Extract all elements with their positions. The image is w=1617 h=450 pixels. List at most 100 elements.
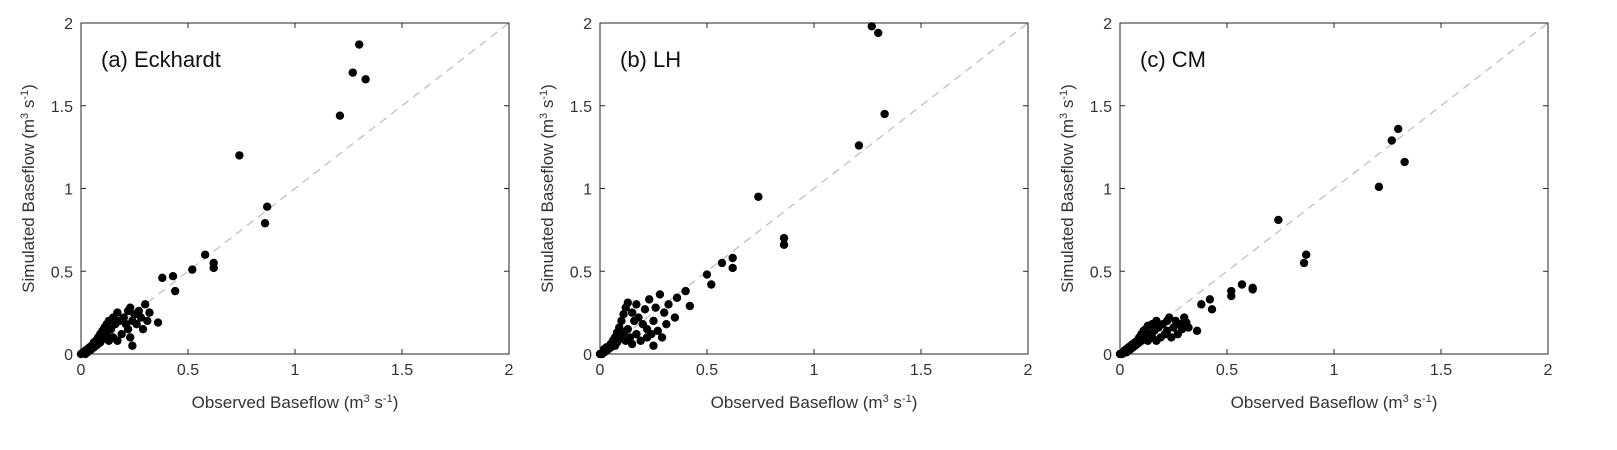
data-point: [1248, 285, 1257, 294]
data-point: [670, 313, 680, 322]
y-tick-label: 1: [583, 182, 592, 199]
y-axis-label: Simulated Baseflow (m3 s-1): [19, 84, 38, 293]
data-point: [681, 286, 690, 296]
data-point: [662, 320, 671, 329]
data-point: [136, 313, 146, 322]
data-point: [672, 293, 682, 302]
y-tick-label: 1.5: [51, 99, 73, 116]
data-point: [123, 324, 133, 334]
x-tick-label: 2: [505, 362, 514, 379]
y-tick-label: 0: [1103, 347, 1112, 364]
data-point: [361, 75, 370, 84]
data-point: [170, 286, 180, 296]
data-point: [619, 310, 628, 319]
data-point: [636, 336, 645, 345]
data-point: [1394, 124, 1403, 134]
data-point: [126, 303, 135, 312]
panel-label: (b) LH: [620, 47, 681, 72]
data-point: [627, 308, 637, 317]
panel-c: 0 0.5 1 1.5 2 0 0.5 1 1.5 2 Observed Baseflow (m3 …: [1058, 16, 1553, 412]
x-tick-label: 0.5: [1216, 362, 1238, 379]
data-point: [660, 308, 669, 317]
y-tick-label: 0: [583, 347, 592, 364]
data-point: [141, 300, 150, 309]
data-point: [1197, 300, 1206, 309]
data-point: [717, 258, 727, 268]
data-point: [779, 233, 789, 243]
data-point: [1237, 280, 1247, 289]
data-point: [1167, 333, 1176, 342]
y-tick-label: 2: [1103, 16, 1112, 33]
data-point: [651, 303, 660, 312]
data-point: [113, 308, 122, 317]
data-point: [625, 333, 635, 342]
x-tick-label: 2: [1024, 362, 1033, 379]
data-point: [1184, 323, 1193, 332]
one-to-one-line: [80, 22, 510, 355]
data-point: [1177, 324, 1187, 334]
data-point: [1227, 291, 1236, 301]
y-tick-label: 0: [64, 347, 73, 364]
x-tick-label: 0: [596, 362, 605, 379]
data-point: [1207, 305, 1217, 314]
data-point: [685, 301, 695, 311]
y-tick-label: 1.5: [570, 99, 592, 116]
data-point: [260, 219, 270, 228]
data-point: [126, 333, 135, 342]
data-point: [209, 263, 218, 273]
data-point: [664, 300, 673, 309]
x-tick-label: 1: [1330, 362, 1339, 379]
data-point: [623, 298, 633, 307]
y-tick-label: 1: [64, 182, 73, 199]
data-point: [647, 329, 656, 339]
data-point: [1274, 215, 1283, 225]
data-point: [355, 40, 364, 49]
data-point: [655, 290, 665, 299]
data-point: [702, 270, 712, 279]
data-point: [854, 141, 864, 150]
y-axis-label: Simulated Baseflow (m3 s-1): [1058, 84, 1077, 293]
data-point: [779, 240, 789, 249]
data-point: [623, 324, 633, 334]
data-point: [168, 272, 178, 281]
data-point: [1192, 326, 1202, 336]
data-point: [657, 333, 667, 342]
data-point: [634, 313, 643, 322]
x-tick-label: 1: [291, 362, 300, 379]
x-axis-label: Observed Baseflow (m3 s-1): [711, 393, 918, 412]
y-tick-label: 1: [1103, 182, 1112, 199]
data-point: [1162, 326, 1172, 336]
data-point: [138, 324, 148, 334]
data-point: [348, 68, 357, 77]
y-tick-label: 2: [583, 16, 592, 33]
data-point: [119, 313, 128, 322]
panel-label: (a) Eckhardt: [101, 47, 221, 72]
data-point: [867, 22, 876, 31]
data-point: [754, 192, 763, 201]
data-point: [335, 111, 345, 120]
one-to-one-line: [599, 22, 1029, 355]
x-tick-label: 0: [1116, 362, 1125, 379]
data-point: [1387, 136, 1396, 145]
data-point: [627, 339, 637, 349]
y-tick-label: 1.5: [1090, 99, 1112, 116]
y-tick-label: 0.5: [51, 264, 73, 281]
panel-b: 0 0.5 1 1.5 2 0 0.5 1 1.5 2 Observed Baseflow (m3 …: [538, 16, 1033, 412]
data-point: [880, 109, 889, 119]
x-axis-label: Observed Baseflow (m3 s-1): [1231, 393, 1438, 412]
data-point: [1400, 157, 1409, 167]
data-point: [874, 28, 883, 38]
data-point: [1169, 323, 1178, 332]
y-tick-label: 0.5: [1090, 264, 1112, 281]
data-point: [617, 316, 626, 326]
data-point: [235, 151, 244, 160]
data-point: [1301, 250, 1311, 259]
data-point: [649, 341, 658, 350]
data-point: [132, 320, 141, 329]
data-point: [728, 263, 737, 273]
data-point: [632, 300, 641, 309]
data-point: [117, 329, 126, 339]
y-axis-label: Simulated Baseflow (m3 s-1): [538, 84, 557, 293]
x-tick-label: 2: [1544, 362, 1553, 379]
panel-a: 0 0.5 1 1.5 2 0 0.5 1 1.5 2 Observed Baseflow (m3 …: [19, 16, 514, 412]
